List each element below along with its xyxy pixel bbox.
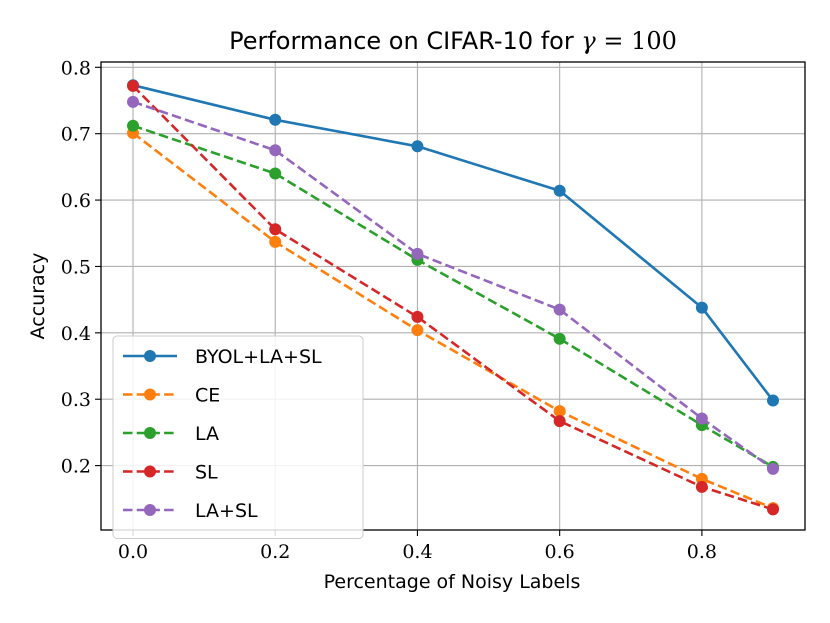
y-tick-label: 0.5 — [61, 256, 91, 278]
legend-marker — [144, 388, 156, 401]
legend-entry: BYOL+LA+SL — [123, 346, 322, 368]
x-axis-label: Percentage of Noisy Labels — [324, 571, 581, 593]
legend: BYOL+LA+SL CE LA SL LA+SL — [112, 335, 364, 539]
data-point — [269, 144, 282, 157]
chart-title: Performance on CIFAR-10 for γ = 100 — [229, 27, 677, 55]
data-point — [269, 113, 282, 126]
y-tick-label: 0.8 — [61, 57, 91, 79]
legend-label: CE — [195, 385, 220, 407]
data-point — [411, 140, 424, 153]
legend-label: SL — [195, 462, 218, 484]
y-axis-label: Accuracy — [27, 253, 49, 340]
x-tick-label: 0.0 — [118, 541, 148, 563]
data-point — [269, 235, 282, 248]
legend-label: LA — [195, 423, 219, 445]
legend-box — [112, 335, 364, 539]
series-line — [132, 131, 774, 510]
legend-entry: LA+SL — [123, 500, 258, 522]
y-tick-label: 0.2 — [61, 456, 91, 478]
data-point — [127, 79, 139, 92]
data-point — [127, 95, 139, 108]
chart-title-prefix: Performance on CIFAR-10 for — [229, 27, 581, 55]
series-line — [132, 124, 774, 469]
series-line — [132, 83, 775, 402]
y-tick-label: 0.6 — [61, 190, 91, 212]
data-point — [695, 480, 708, 493]
y-tick-label: 0.4 — [61, 323, 91, 345]
data-point — [269, 167, 282, 180]
data-point — [695, 412, 708, 425]
legend-marker — [144, 504, 156, 516]
legend-marker — [144, 427, 156, 439]
plot-frame — [100, 61, 806, 531]
data-point — [767, 462, 779, 475]
data-point — [695, 301, 708, 314]
data-point — [553, 415, 566, 428]
chart-title-gamma: γ — [581, 27, 596, 55]
series-la-sl — [127, 95, 779, 475]
series-line — [132, 100, 774, 470]
legend-entry: LA — [123, 423, 219, 445]
legend-label: BYOL+LA+SL — [195, 346, 322, 368]
series-line — [132, 84, 774, 511]
x-tick-label: 0.6 — [545, 541, 575, 563]
legend-marker — [144, 350, 156, 362]
legend-entry: CE — [123, 385, 220, 407]
legend-marker — [144, 465, 156, 478]
y-tick-label: 0.7 — [61, 124, 91, 146]
data-point — [553, 184, 566, 197]
x-tick-label: 0.8 — [687, 541, 717, 563]
y-tick-label: 0.3 — [61, 389, 91, 411]
data-point — [411, 324, 424, 337]
data-point — [767, 394, 779, 407]
data-point — [553, 332, 566, 345]
data-point — [553, 303, 566, 316]
data-point — [411, 247, 424, 260]
x-tick-label: 0.2 — [260, 541, 290, 563]
legend-label: LA+SL — [195, 500, 258, 522]
data-point — [269, 223, 282, 236]
data-point — [767, 503, 779, 516]
legend-entry: SL — [123, 462, 218, 484]
series-sl — [127, 79, 779, 516]
ticks: 0.0 0.2 0.4 0.6 0.8 0.2 0.3 0.4 0.5 0.6 0.7 0.8 — [61, 57, 717, 563]
data-point — [127, 119, 139, 132]
data-point — [411, 310, 424, 323]
series-layer — [127, 79, 779, 516]
chart-title-suffix: = 100 — [596, 27, 677, 55]
data-point — [553, 405, 566, 418]
x-tick-label: 0.4 — [402, 541, 432, 563]
